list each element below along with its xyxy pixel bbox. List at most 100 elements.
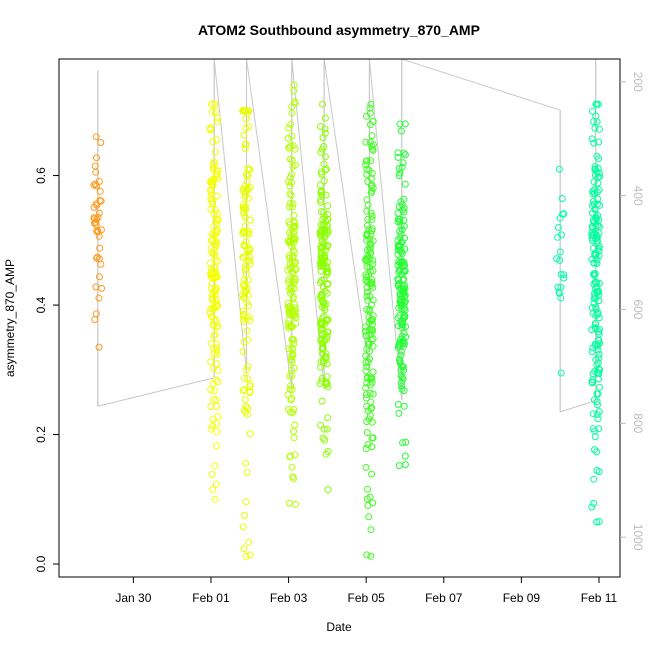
data-point <box>209 321 217 329</box>
data-point <box>591 163 599 170</box>
data-point <box>595 468 603 476</box>
data-point <box>368 169 376 177</box>
data-point <box>398 305 406 313</box>
data-point <box>241 202 249 210</box>
data-point <box>243 178 251 185</box>
data-point <box>241 262 249 270</box>
data-point <box>400 340 408 347</box>
data-point <box>398 339 406 347</box>
data-point <box>240 294 248 302</box>
data-point <box>316 181 324 189</box>
data-point <box>363 157 371 165</box>
data-point <box>594 211 602 219</box>
data-point <box>362 391 370 399</box>
data-point <box>367 552 375 560</box>
data-point <box>594 100 602 108</box>
data-point <box>319 134 327 142</box>
data-point <box>596 173 604 181</box>
data-point <box>362 323 369 331</box>
data-point <box>239 348 247 355</box>
data-point <box>364 502 372 509</box>
data-point <box>242 205 249 213</box>
data-point <box>323 425 331 433</box>
data-point <box>397 230 405 238</box>
data-point <box>321 330 329 338</box>
data-point <box>288 179 296 186</box>
y-axis-label: asymmetry_870_AMP <box>3 259 17 377</box>
data-point <box>366 389 374 397</box>
data-point <box>362 138 370 146</box>
data-point <box>321 125 329 133</box>
data-point <box>394 218 402 226</box>
data-point <box>208 471 216 478</box>
data-point <box>292 266 300 274</box>
data-point <box>290 87 298 95</box>
data-point <box>366 292 374 300</box>
data-point <box>594 401 601 409</box>
data-point <box>241 204 248 212</box>
data-point <box>369 390 377 398</box>
data-point <box>368 336 376 344</box>
data-point <box>593 362 601 369</box>
data-point <box>240 131 248 139</box>
data-point <box>286 260 294 267</box>
data-point <box>365 271 373 279</box>
data-point <box>288 276 296 284</box>
data-point <box>396 234 404 242</box>
data-point <box>318 331 326 339</box>
data-point <box>212 240 220 248</box>
depth-tick-label: 400 <box>631 186 645 206</box>
data-point <box>592 285 600 293</box>
data-point <box>591 290 598 297</box>
data-point <box>401 461 409 469</box>
data-point <box>592 341 599 349</box>
data-point <box>93 254 101 262</box>
data-point <box>288 463 296 471</box>
data-point <box>556 248 564 256</box>
data-point <box>324 202 332 210</box>
data-point <box>214 215 222 223</box>
x-tick-label: Feb 07 <box>425 591 463 605</box>
data-point <box>287 191 295 199</box>
data-point <box>243 366 251 374</box>
data-point <box>368 276 376 284</box>
data-point <box>323 243 331 250</box>
data-point <box>363 394 370 402</box>
data-point <box>289 409 297 417</box>
data-point <box>246 257 254 265</box>
track-line <box>97 58 597 413</box>
data-point <box>284 134 292 142</box>
data-point <box>213 347 221 355</box>
data-point <box>287 382 295 390</box>
data-point <box>395 241 403 249</box>
depth-tick-label: 1000 <box>631 524 645 551</box>
data-point <box>401 120 409 128</box>
data-point <box>322 350 330 358</box>
data-point <box>209 486 217 493</box>
data-point <box>317 196 325 204</box>
data-point <box>207 305 215 313</box>
data-point <box>318 377 326 385</box>
data-point <box>211 331 219 339</box>
data-point <box>288 288 296 295</box>
data-point <box>595 314 603 322</box>
data-point <box>362 359 370 366</box>
data-point <box>593 342 601 350</box>
data-point <box>242 107 250 115</box>
data-point <box>241 191 249 198</box>
data-point <box>364 485 371 493</box>
data-point <box>588 255 596 263</box>
data-point <box>398 201 406 209</box>
data-point <box>399 298 407 306</box>
data-point <box>214 322 221 330</box>
data-point <box>397 351 405 359</box>
data-point <box>369 267 377 275</box>
data-point <box>365 415 373 423</box>
data-point <box>317 168 325 176</box>
data-point <box>596 223 603 231</box>
data-point <box>588 135 596 143</box>
data-point <box>208 195 216 203</box>
data-point <box>211 108 219 116</box>
data-point <box>213 136 221 144</box>
data-point <box>322 245 330 253</box>
